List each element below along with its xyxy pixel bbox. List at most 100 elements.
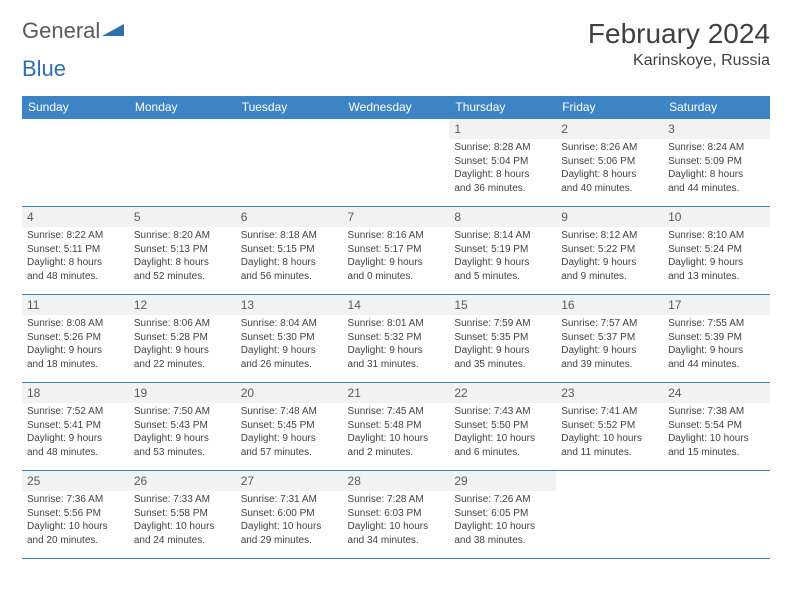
day-number: 18 — [22, 383, 129, 403]
calendar-cell: 13Sunrise: 8:04 AMSunset: 5:30 PMDayligh… — [236, 295, 343, 383]
day-number — [343, 119, 450, 123]
sunset-text: Sunset: 5:19 PM — [454, 243, 551, 257]
calendar-cell: 2 Sunrise: 8:26 AMSunset: 5:06 PMDaylight… — [556, 119, 663, 207]
calendar-cell: 11Sunrise: 8:08 AMSunset: 5:26 PMDayligh… — [22, 295, 129, 383]
sunset-text: Sunset: 5:22 PM — [561, 243, 658, 257]
logo: General — [22, 18, 124, 44]
sunrise-text: Sunrise: 8:04 AM — [241, 317, 338, 331]
sunrise-text: Sunrise: 8:24 AM — [668, 141, 765, 155]
daylight-text: Daylight: 9 hours — [454, 256, 551, 270]
title-block: February 2024 Karinskoye, Russia — [588, 18, 770, 70]
day-number: 20 — [236, 383, 343, 403]
sunrise-text: Sunrise: 7:52 AM — [27, 405, 124, 419]
daylight-text: Daylight: 10 hours — [668, 432, 765, 446]
daylight-text: and 36 minutes. — [454, 182, 551, 196]
day-number: 8 — [449, 207, 556, 227]
calendar-cell — [663, 471, 770, 559]
day-number: 25 — [22, 471, 129, 491]
day-number: 22 — [449, 383, 556, 403]
sunrise-text: Sunrise: 8:12 AM — [561, 229, 658, 243]
sunset-text: Sunset: 5:06 PM — [561, 155, 658, 169]
daylight-text: and 48 minutes. — [27, 446, 124, 460]
daylight-text: and 29 minutes. — [241, 534, 338, 548]
calendar-cell: 9Sunrise: 8:12 AMSunset: 5:22 PMDaylight… — [556, 207, 663, 295]
daylight-text: Daylight: 9 hours — [348, 256, 445, 270]
sunset-text: Sunset: 5:50 PM — [454, 419, 551, 433]
calendar-cell: 12Sunrise: 8:06 AMSunset: 5:28 PMDayligh… — [129, 295, 236, 383]
calendar-cell — [236, 119, 343, 207]
calendar-week-row: 25Sunrise: 7:36 AMSunset: 5:56 PMDayligh… — [22, 471, 770, 559]
day-number: 7 — [343, 207, 450, 227]
daylight-text: Daylight: 10 hours — [348, 432, 445, 446]
day-number: 15 — [449, 295, 556, 315]
day-number: 10 — [663, 207, 770, 227]
calendar-cell — [343, 119, 450, 207]
sunrise-text: Sunrise: 8:22 AM — [27, 229, 124, 243]
calendar-cell: 6Sunrise: 8:18 AMSunset: 5:15 PMDaylight… — [236, 207, 343, 295]
daylight-text: Daylight: 9 hours — [27, 432, 124, 446]
sunset-text: Sunset: 5:35 PM — [454, 331, 551, 345]
calendar-cell — [556, 471, 663, 559]
daylight-text: and 13 minutes. — [668, 270, 765, 284]
day-number — [663, 471, 770, 475]
day-header: Wednesday — [343, 96, 450, 119]
sunrise-text: Sunrise: 8:20 AM — [134, 229, 231, 243]
sunrise-text: Sunrise: 7:28 AM — [348, 493, 445, 507]
sunrise-text: Sunrise: 7:48 AM — [241, 405, 338, 419]
daylight-text: and 18 minutes. — [27, 358, 124, 372]
day-number: 17 — [663, 295, 770, 315]
calendar-cell: 27Sunrise: 7:31 AMSunset: 6:00 PMDayligh… — [236, 471, 343, 559]
daylight-text: and 9 minutes. — [561, 270, 658, 284]
calendar-cell: 22 Sunrise: 7:43 AMSunset: 5:50 PMDayligh… — [449, 383, 556, 471]
day-number: 19 — [129, 383, 236, 403]
calendar-cell: 29Sunrise: 7:26 AMSunset: 6:05 PMDayligh… — [449, 471, 556, 559]
sunrise-text: Sunrise: 7:43 AM — [454, 405, 551, 419]
daylight-text: and 11 minutes. — [561, 446, 658, 460]
sunrise-text: Sunrise: 7:41 AM — [561, 405, 658, 419]
sunset-text: Sunset: 5:24 PM — [668, 243, 765, 257]
calendar-cell: 23Sunrise: 7:41 AMSunset: 5:52 PMDayligh… — [556, 383, 663, 471]
daylight-text: Daylight: 10 hours — [561, 432, 658, 446]
sunrise-text: Sunrise: 8:08 AM — [27, 317, 124, 331]
daylight-text: Daylight: 9 hours — [348, 344, 445, 358]
sunset-text: Sunset: 5:26 PM — [27, 331, 124, 345]
daylight-text: Daylight: 8 hours — [561, 168, 658, 182]
logo-text-general: General — [22, 18, 100, 44]
sunset-text: Sunset: 6:00 PM — [241, 507, 338, 521]
daylight-text: and 0 minutes. — [348, 270, 445, 284]
sunset-text: Sunset: 5:09 PM — [668, 155, 765, 169]
sunset-text: Sunset: 5:39 PM — [668, 331, 765, 345]
daylight-text: Daylight: 10 hours — [454, 432, 551, 446]
month-title: February 2024 — [588, 18, 770, 50]
day-number: 28 — [343, 471, 450, 491]
sunrise-text: Sunrise: 8:26 AM — [561, 141, 658, 155]
sunset-text: Sunset: 5:30 PM — [241, 331, 338, 345]
daylight-text: and 31 minutes. — [348, 358, 445, 372]
daylight-text: and 6 minutes. — [454, 446, 551, 460]
sunrise-text: Sunrise: 8:10 AM — [668, 229, 765, 243]
day-header: Monday — [129, 96, 236, 119]
calendar-cell: 17Sunrise: 7:55 AMSunset: 5:39 PMDayligh… — [663, 295, 770, 383]
daylight-text: and 44 minutes. — [668, 182, 765, 196]
daylight-text: Daylight: 8 hours — [134, 256, 231, 270]
calendar-week-row: 4Sunrise: 8:22 AMSunset: 5:11 PMDaylight… — [22, 207, 770, 295]
calendar-week-row: 18Sunrise: 7:52 AMSunset: 5:41 PMDayligh… — [22, 383, 770, 471]
sunrise-text: Sunrise: 7:38 AM — [668, 405, 765, 419]
sunset-text: Sunset: 5:15 PM — [241, 243, 338, 257]
day-number: 6 — [236, 207, 343, 227]
daylight-text: and 2 minutes. — [348, 446, 445, 460]
sunrise-text: Sunrise: 7:59 AM — [454, 317, 551, 331]
calendar-cell: 1Sunrise: 8:28 AMSunset: 5:04 PMDaylight… — [449, 119, 556, 207]
day-number: 2 — [556, 119, 663, 139]
sunrise-text: Sunrise: 7:33 AM — [134, 493, 231, 507]
day-header: Sunday — [22, 96, 129, 119]
daylight-text: Daylight: 10 hours — [348, 520, 445, 534]
day-number: 11 — [22, 295, 129, 315]
sunrise-text: Sunrise: 8:28 AM — [454, 141, 551, 155]
calendar-cell — [129, 119, 236, 207]
calendar-cell — [22, 119, 129, 207]
daylight-text: and 53 minutes. — [134, 446, 231, 460]
day-number — [22, 119, 129, 123]
day-number: 4 — [22, 207, 129, 227]
sunset-text: Sunset: 6:05 PM — [454, 507, 551, 521]
